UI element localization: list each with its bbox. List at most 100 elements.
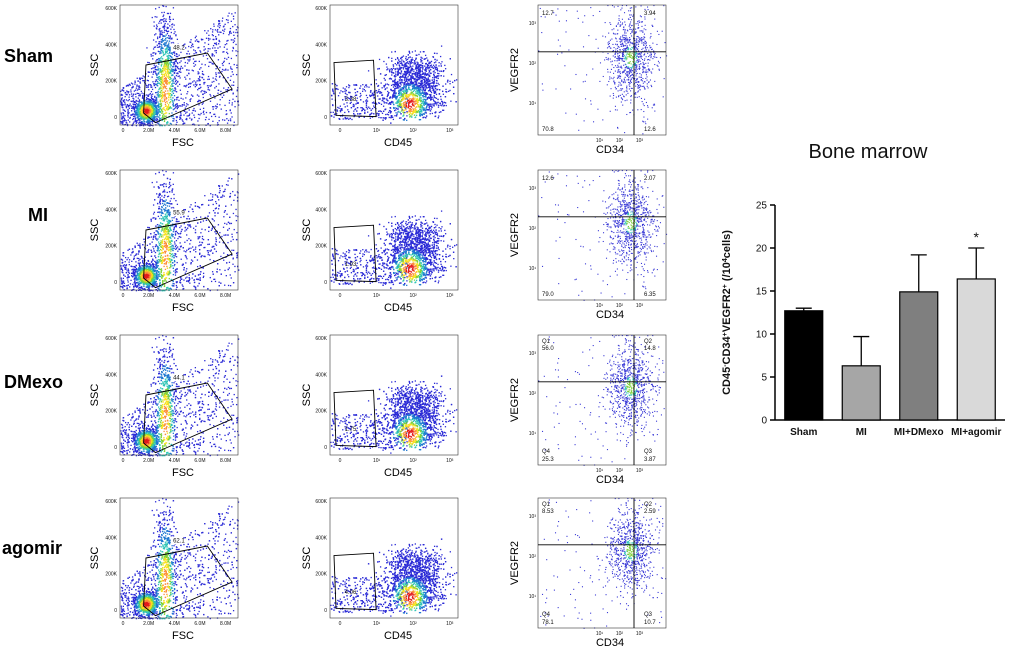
event-dot: [234, 24, 235, 25]
event-dot: [391, 74, 392, 75]
event-dot: [165, 104, 166, 105]
event-dot: [159, 53, 160, 54]
event-dot: [189, 53, 190, 54]
event-dot: [430, 91, 431, 92]
event-dot: [340, 90, 341, 91]
event-dot: [362, 110, 363, 111]
event-dot: [381, 82, 382, 83]
event-dot: [191, 119, 192, 120]
event-dot: [152, 118, 153, 119]
event-dot: [196, 36, 197, 37]
event-dot: [428, 79, 429, 80]
event-dot: [610, 88, 611, 89]
event-dot: [420, 89, 421, 90]
event-dot: [133, 94, 134, 95]
event-dot: [214, 55, 215, 56]
event-dot: [159, 108, 160, 109]
event-dot: [409, 64, 410, 65]
event-dot: [423, 79, 424, 80]
event-dot: [366, 84, 367, 85]
event-dot: [166, 55, 167, 56]
event-dot: [146, 112, 147, 113]
event-dot: [359, 113, 360, 114]
event-dot: [418, 79, 419, 80]
event-dot: [167, 27, 168, 28]
event-dot: [433, 90, 434, 91]
event-dot: [198, 80, 199, 81]
event-dot: [159, 96, 160, 97]
event-dot: [169, 25, 170, 26]
event-dot: [440, 56, 441, 57]
event-dot: [378, 102, 379, 103]
event-dot: [420, 106, 421, 107]
event-dot: [168, 83, 169, 84]
event-dot: [203, 49, 204, 50]
event-dot: [214, 114, 215, 115]
event-dot: [198, 73, 199, 74]
event-dot: [166, 101, 167, 102]
event-dot: [204, 93, 205, 94]
event-dot: [180, 69, 181, 70]
event-dot: [184, 85, 185, 86]
event-dot: [168, 45, 169, 46]
event-dot: [393, 68, 394, 69]
event-dot: [433, 100, 434, 101]
event-dot: [146, 47, 147, 48]
event-dot: [380, 92, 381, 93]
event-dot: [123, 117, 124, 118]
event-dot: [144, 121, 145, 122]
event-dot: [370, 90, 371, 91]
event-dot: [410, 75, 411, 76]
event-dot: [403, 102, 404, 103]
event-dot: [192, 81, 193, 82]
event-dot: [367, 112, 368, 113]
event-dot: [340, 106, 341, 107]
event-dot: [155, 8, 156, 9]
event-dot: [228, 87, 229, 88]
event-dot: [403, 86, 404, 87]
event-dot: [414, 103, 415, 104]
event-dot: [198, 96, 199, 97]
event-dot: [343, 118, 344, 119]
event-dot: [150, 108, 151, 109]
event-dot: [615, 109, 616, 110]
event-dot: [429, 76, 430, 77]
event-dot: [148, 101, 149, 102]
event-dot: [394, 89, 395, 90]
event-dot: [399, 97, 400, 98]
x-tick-label: 8.0M: [220, 128, 231, 134]
event-dot: [376, 113, 377, 114]
event-dot: [154, 67, 155, 68]
event-dot: [186, 85, 187, 86]
event-dot: [402, 91, 403, 92]
event-dot: [199, 88, 200, 89]
event-dot: [136, 86, 137, 87]
event-dot: [420, 97, 421, 98]
event-dot: [203, 55, 204, 56]
event-dot: [398, 102, 399, 103]
event-dot: [155, 102, 156, 103]
event-dot: [126, 105, 127, 106]
event-dot: [342, 99, 343, 100]
event-dot: [158, 109, 159, 110]
event-dot: [151, 94, 152, 95]
event-dot: [347, 109, 348, 110]
event-dot: [395, 79, 396, 80]
event-dot: [159, 46, 160, 47]
event-dot: [422, 86, 423, 87]
event-dot: [390, 107, 391, 108]
event-dot: [409, 111, 410, 112]
event-dot: [332, 104, 333, 105]
event-dot: [185, 47, 186, 48]
event-dot: [169, 37, 170, 38]
event-dot: [347, 105, 348, 106]
event-dot: [419, 111, 420, 112]
event-dot: [419, 99, 420, 100]
event-dot: [157, 45, 158, 46]
event-dot: [353, 113, 354, 114]
event-dot: [135, 102, 136, 103]
event-dot: [168, 74, 169, 75]
event-dot: [193, 58, 194, 59]
event-dot: [403, 61, 404, 62]
event-dot: [162, 58, 163, 59]
